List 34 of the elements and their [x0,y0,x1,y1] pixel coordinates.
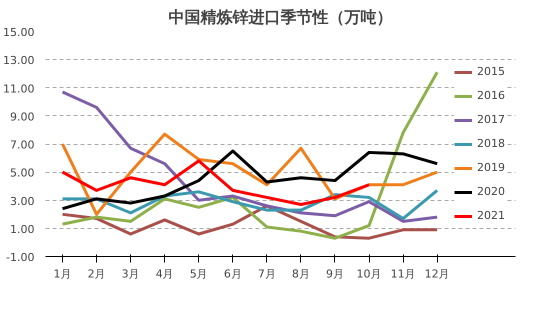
legend-label: 2017 [477,113,505,126]
x-tick-label: 10月 [356,268,382,280]
y-tick-label: 15.00 [3,26,35,39]
x-tick-label: 1月 [54,268,72,280]
legend-label: 2015 [477,65,505,78]
x-tick-label: 5月 [190,268,208,280]
legend-label: 2021 [477,209,505,222]
y-tick-label: 13.00 [3,54,35,68]
line-series [61,90,439,223]
y-tick-label: 11.00 [3,82,35,96]
line-series [61,150,439,210]
line-series [61,70,439,240]
y-tick-label: 1.00 [10,222,35,236]
x-tick-label: 8月 [292,268,310,280]
x-tick-label: 9月 [326,268,344,280]
x-tick-label: 2月 [88,268,106,280]
y-tick-label: 7.00 [10,138,35,152]
x-tick-label: 3月 [122,268,140,280]
x-tick-label: 4月 [156,268,174,280]
x-tick-label: 6月 [224,268,242,280]
legend-label: 2020 [477,185,505,198]
line-series [61,204,439,240]
y-tick-label: 3.00 [10,194,35,208]
y-tick-label: 5.00 [10,166,35,180]
x-tick-label: 7月 [258,268,276,280]
y-tick-label: -1.00 [6,251,35,264]
x-tick-label: 12月 [424,268,450,280]
y-tick-label: 9.00 [10,110,35,124]
line-series [61,159,371,206]
legend-label: 2016 [477,89,505,102]
chart-title: 中国精炼锌进口季节性（万吨） [168,8,392,26]
legend-label: 2018 [477,137,505,150]
x-tick-label: 11月 [390,268,416,280]
legend-label: 2019 [477,161,505,174]
